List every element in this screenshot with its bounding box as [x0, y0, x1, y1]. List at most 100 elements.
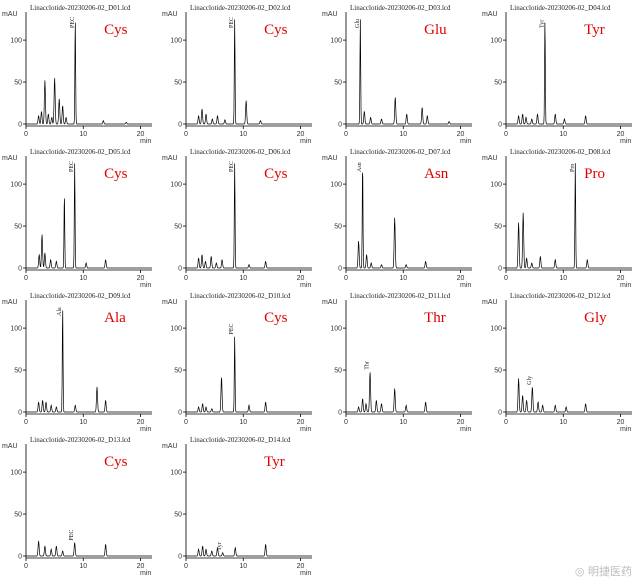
x-axis-unit: min — [300, 426, 311, 433]
x-axis-unit: min — [460, 426, 471, 433]
x-axis-unit: min — [300, 138, 311, 145]
y-tick-label: 100 — [170, 470, 182, 477]
chart-panel-8: Linacclotide-20230206-02_D08.lcd mAU min 0 5… — [482, 148, 632, 289]
y-axis-unit: mAU — [482, 11, 498, 18]
x-tick-label: 20 — [297, 275, 305, 282]
x-tick-label: 10 — [239, 419, 247, 426]
y-tick-label: 0 — [338, 122, 342, 129]
chromatogram-trace — [26, 22, 152, 125]
x-tick-label: 0 — [504, 275, 508, 282]
panel-title: Linacclotide-20230206-02_D12.lcd — [510, 292, 611, 300]
x-tick-label: 0 — [24, 563, 28, 570]
x-tick-label: 10 — [79, 563, 87, 570]
x-axis-unit: min — [460, 282, 471, 289]
panel-title: Linacclotide-20230206-02_D11.lcd — [350, 292, 451, 300]
chart-panel-12: Linacclotide-20230206-02_D12.lcd mAU min 0 5… — [482, 292, 632, 433]
plot-axes — [25, 12, 152, 127]
amino-acid-annotation: Cys — [264, 310, 288, 326]
x-tick-label: 10 — [239, 563, 247, 570]
chart-panel-14: Linacclotide-20230206-02_D14.lcd mAU min 0 5… — [162, 436, 312, 577]
y-axis-unit: mAU — [322, 11, 338, 18]
chart-panel-4: Linacclotide-20230206-02_D04.lcd mAU min 0 5… — [482, 4, 632, 145]
amino-acid-annotation: Gly — [584, 310, 607, 326]
x-axis-unit: min — [140, 570, 151, 577]
y-tick-label: 50 — [494, 368, 502, 375]
chromatogram-trace — [346, 172, 472, 269]
panel-title: Linacclotide-20230206-02_D07.lcd — [350, 148, 451, 156]
panel-title: Linacclotide-20230206-02_D10.lcd — [190, 292, 291, 300]
peak-label: Thr — [365, 361, 371, 370]
plot-axes — [505, 156, 632, 271]
y-tick-label: 100 — [170, 38, 182, 45]
x-tick-label: 20 — [457, 275, 465, 282]
chart-panel-2: Linacclotide-20230206-02_D02.lcd mAU min 0 5… — [162, 4, 312, 145]
x-tick-label: 10 — [79, 419, 87, 426]
x-tick-label: 20 — [137, 419, 145, 426]
chromatogram-trace — [186, 336, 312, 413]
x-tick-label: 10 — [559, 419, 567, 426]
y-tick-label: 0 — [18, 122, 22, 129]
x-axis-unit: min — [140, 138, 151, 145]
y-tick-label: 100 — [490, 326, 502, 333]
x-tick-label: 20 — [137, 563, 145, 570]
x-tick-label: 20 — [457, 131, 465, 138]
chart-panel-9: Linacclotide-20230206-02_D09.lcd mAU min 0 5… — [2, 292, 152, 433]
watermark: ◎ 明捷医药 — [574, 565, 632, 578]
amino-acid-annotation: Tyr — [584, 22, 605, 38]
plot-axes — [25, 300, 152, 415]
x-tick-label: 10 — [559, 131, 567, 138]
x-axis-unit: min — [140, 282, 151, 289]
y-tick-label: 100 — [490, 182, 502, 189]
y-tick-label: 0 — [178, 266, 182, 273]
chart-panel-6: Linacclotide-20230206-02_D06.lcd mAU min 0 5… — [162, 148, 312, 289]
amino-acid-annotation: Pro — [584, 166, 605, 182]
y-tick-label: 0 — [178, 410, 182, 417]
peak-label: Gly — [527, 376, 533, 385]
y-tick-label: 50 — [494, 224, 502, 231]
x-tick-label: 0 — [184, 563, 188, 570]
y-tick-label: 100 — [10, 182, 22, 189]
y-tick-label: 50 — [174, 80, 182, 87]
peak-label: Glu — [355, 19, 361, 28]
y-tick-label: 50 — [334, 368, 342, 375]
peak-label: PEC — [69, 161, 75, 172]
y-tick-label: 0 — [498, 410, 502, 417]
y-tick-label: 100 — [330, 182, 342, 189]
panel-title: Linacclotide-20230206-02_D14.lcd — [190, 436, 291, 444]
chart-panel-5: Linacclotide-20230206-02_D05.lcd mAU min 0 5… — [2, 148, 152, 289]
peak-label: PEC — [69, 530, 75, 541]
panel-title: Linacclotide-20230206-02_D03.lcd — [350, 4, 451, 12]
panel-title: Linacclotide-20230206-02_D06.lcd — [190, 148, 291, 156]
peak-label: Tyr — [217, 542, 223, 550]
y-axis-unit: mAU — [162, 443, 178, 450]
x-tick-label: 10 — [79, 275, 87, 282]
x-tick-label: 0 — [24, 131, 28, 138]
y-axis-unit: mAU — [2, 443, 18, 450]
chromatogram-trace — [506, 378, 632, 413]
y-tick-label: 0 — [18, 266, 22, 273]
y-axis-unit: mAU — [482, 155, 498, 162]
plot-axes — [505, 12, 632, 127]
x-tick-label: 0 — [24, 275, 28, 282]
chart-panel-10: Linacclotide-20230206-02_D10.lcd mAU min 0 5… — [162, 292, 312, 433]
y-tick-label: 50 — [174, 368, 182, 375]
panel-title: Linacclotide-20230206-02_D04.lcd — [510, 4, 611, 12]
amino-acid-annotation: Cys — [264, 166, 288, 182]
y-tick-label: 50 — [14, 512, 22, 519]
y-axis-unit: mAU — [482, 299, 498, 306]
plot-axes — [345, 12, 472, 127]
y-tick-label: 50 — [14, 224, 22, 231]
y-tick-label: 0 — [498, 122, 502, 129]
peak-label: Ala — [57, 307, 63, 316]
y-tick-label: 50 — [174, 512, 182, 519]
y-tick-label: 0 — [178, 122, 182, 129]
x-tick-label: 20 — [297, 419, 305, 426]
peak-label: PEC — [229, 161, 235, 172]
y-axis-unit: mAU — [162, 155, 178, 162]
y-axis-unit: mAU — [2, 299, 18, 306]
x-axis-unit: min — [620, 138, 631, 145]
y-axis-unit: mAU — [322, 299, 338, 306]
amino-acid-annotation: Asn — [424, 166, 449, 182]
y-axis-unit: mAU — [2, 11, 18, 18]
y-tick-label: 100 — [10, 470, 22, 477]
